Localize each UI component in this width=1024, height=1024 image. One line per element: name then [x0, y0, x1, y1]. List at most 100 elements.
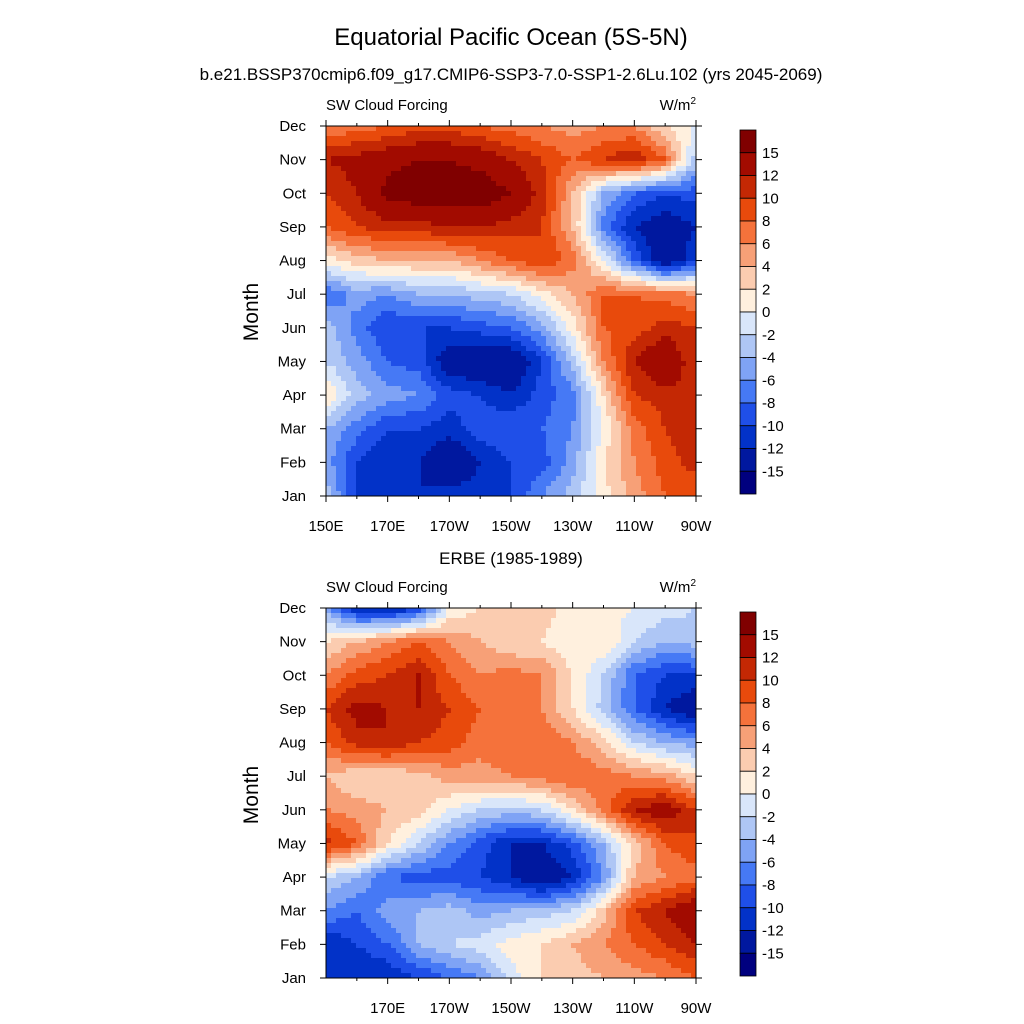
heatmap-cell — [366, 316, 372, 322]
heatmap-cell — [641, 246, 647, 252]
heatmap-cell — [346, 241, 352, 247]
heatmap-cell — [336, 166, 342, 172]
heatmap-cell — [601, 426, 607, 432]
heatmap-cell — [441, 151, 447, 157]
heatmap-cell — [536, 401, 542, 407]
heatmap-cell — [486, 301, 492, 307]
heatmap-cell — [401, 341, 407, 347]
heatmap-cell — [366, 306, 372, 312]
heatmap-cell — [406, 341, 412, 347]
heatmap-cell — [561, 211, 567, 217]
heatmap-cell — [631, 411, 637, 417]
heatmap-cell — [386, 366, 392, 372]
heatmap-cell — [556, 311, 562, 317]
heatmap-cell — [511, 341, 517, 347]
heatmap-cell — [496, 211, 502, 217]
heatmap-cell — [516, 431, 522, 437]
heatmap-cell — [366, 201, 372, 207]
heatmap-cell — [386, 146, 392, 152]
heatmap-cell — [491, 456, 497, 462]
heatmap-cell — [671, 321, 677, 327]
heatmap-cell — [446, 241, 452, 247]
heatmap-cell — [351, 306, 357, 312]
heatmap-cell — [341, 301, 347, 307]
heatmap-cell — [641, 331, 647, 337]
heatmap-cell — [486, 246, 492, 252]
heatmap-cell — [401, 321, 407, 327]
heatmap-cell — [691, 216, 697, 222]
heatmap-cell — [431, 436, 437, 442]
heatmap-cell — [451, 196, 457, 202]
heatmap-cell — [331, 351, 337, 357]
heatmap-cell — [376, 126, 382, 132]
heatmap-cell — [586, 146, 592, 152]
heatmap-cell — [336, 201, 342, 207]
heatmap-cell — [646, 296, 652, 302]
heatmap-cell — [351, 406, 357, 412]
heatmap-cell — [546, 421, 552, 427]
heatmap-cell — [641, 181, 647, 187]
heatmap-cell — [691, 146, 697, 152]
heatmap-cell — [601, 131, 607, 137]
heatmap-cell — [481, 176, 487, 182]
heatmap-cell — [436, 236, 442, 242]
heatmap-cell — [391, 181, 397, 187]
heatmap-cell — [581, 346, 587, 352]
heatmap-cell — [346, 141, 352, 147]
heatmap-cell — [486, 166, 492, 172]
heatmap-cell — [691, 291, 697, 297]
heatmap-cell — [576, 176, 582, 182]
heatmap-cell — [516, 436, 522, 442]
heatmap-cell — [676, 166, 682, 172]
heatmap-cell — [541, 146, 547, 152]
heatmap-cell — [366, 431, 372, 437]
heatmap-cell — [451, 126, 457, 132]
heatmap-cell — [371, 406, 377, 412]
heatmap-cell — [626, 146, 632, 152]
heatmap-cell — [446, 381, 452, 387]
heatmap-cell — [536, 351, 542, 357]
heatmap-cell — [551, 276, 557, 282]
heatmap-cell — [391, 251, 397, 257]
heatmap-cell — [421, 346, 427, 352]
heatmap-cell — [436, 416, 442, 422]
heatmap-cell — [456, 276, 462, 282]
heatmap-cell — [546, 416, 552, 422]
heatmap-cell — [381, 226, 387, 232]
heatmap-cell — [636, 321, 642, 327]
heatmap-cell — [661, 216, 667, 222]
heatmap-cell — [621, 381, 627, 387]
heatmap-cell — [456, 376, 462, 382]
heatmap-cell — [666, 376, 672, 382]
heatmap-cell — [691, 126, 697, 132]
heatmap-cell — [481, 451, 487, 457]
heatmap-cell — [596, 406, 602, 412]
heatmap-cell — [581, 446, 587, 452]
heatmap-cell — [611, 286, 617, 292]
heatmap-cell — [476, 366, 482, 372]
heatmap-cell — [666, 351, 672, 357]
heatmap-cell — [516, 346, 522, 352]
heatmap-cell — [691, 401, 697, 407]
heatmap-cell — [546, 151, 552, 157]
heatmap-cell — [666, 296, 672, 302]
heatmap-cell — [441, 396, 447, 402]
heatmap-cell — [396, 326, 402, 332]
heatmap-cell — [356, 456, 362, 462]
heatmap-cell — [346, 296, 352, 302]
heatmap-cell — [536, 396, 542, 402]
heatmap-cell — [686, 246, 692, 252]
heatmap-cell — [651, 276, 657, 282]
heatmap-cell — [621, 266, 627, 272]
heatmap-cell — [686, 401, 692, 407]
heatmap-cell — [366, 176, 372, 182]
heatmap-cell — [471, 161, 477, 167]
heatmap-cell — [366, 156, 372, 162]
heatmap-cell — [646, 126, 652, 132]
heatmap-cell — [466, 176, 472, 182]
heatmap-cell — [416, 286, 422, 292]
heatmap-cell — [411, 431, 417, 437]
heatmap-cell — [611, 381, 617, 387]
heatmap-cell — [476, 346, 482, 352]
heatmap-cell — [526, 361, 532, 367]
